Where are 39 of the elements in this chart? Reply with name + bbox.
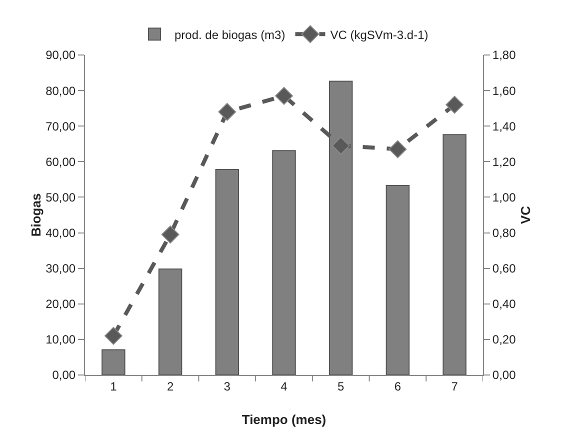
y-tick-label: 10,00 xyxy=(46,332,76,347)
point xyxy=(332,136,350,155)
point xyxy=(446,96,464,114)
y2-tick-label: 0,20 xyxy=(492,332,516,347)
point xyxy=(104,326,122,345)
y-tick-label: 90,00 xyxy=(46,48,76,62)
y-tick-label: 50,00 xyxy=(46,190,76,204)
y2-tick-label: 1,80 xyxy=(492,48,516,62)
y-tick-label: 80,00 xyxy=(46,84,76,98)
y2-tick-label: 0,80 xyxy=(492,226,516,240)
y-axis-title: Biogas xyxy=(28,193,44,237)
x-tick-label: 3 xyxy=(224,379,231,394)
y-tick-label: 30,00 xyxy=(46,262,76,276)
x-tick-label: 4 xyxy=(280,379,288,394)
y2-tick-label: 1,60 xyxy=(492,84,516,98)
x-tick-label: 1 xyxy=(110,379,118,394)
y-tick-label: 40,00 xyxy=(46,226,76,240)
y2-tick-label: 0,40 xyxy=(492,297,516,312)
y2-tick-label: 1,20 xyxy=(492,154,516,169)
y-tick-label: 0,00 xyxy=(52,368,76,382)
y2-tick-label: 0,60 xyxy=(492,262,516,276)
y2-tick-label: 1,00 xyxy=(492,190,516,204)
legend-label: prod. de biogas (m3) xyxy=(174,28,286,42)
x-tick-label: 7 xyxy=(451,379,458,394)
y-tick-label: 20,00 xyxy=(46,297,76,312)
point xyxy=(388,140,407,158)
x-tick-label: 5 xyxy=(338,379,345,394)
y-tick-label: 70,00 xyxy=(46,119,76,134)
point xyxy=(161,226,180,244)
y2-axis-title: VC xyxy=(518,205,534,224)
y2-tick-label: 0,00 xyxy=(492,368,516,382)
point xyxy=(275,86,293,105)
y2-tick-label: 1,40 xyxy=(492,119,516,134)
x-tick-label: 2 xyxy=(166,379,174,394)
y-tick-label: 60,00 xyxy=(46,154,76,169)
legend-label: VC (kgSVm-3.d-1) xyxy=(330,28,428,42)
x-tick-label: 6 xyxy=(394,379,402,394)
x-axis-title: Tiempo (mes) xyxy=(242,412,326,427)
point xyxy=(218,102,236,121)
